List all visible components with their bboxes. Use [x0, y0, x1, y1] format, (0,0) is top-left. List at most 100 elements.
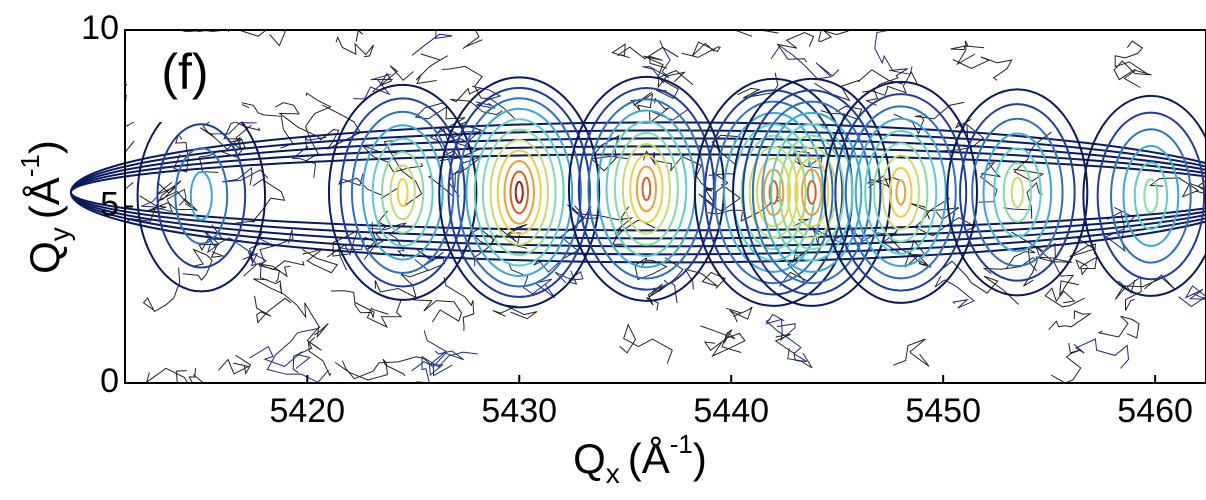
peak [136, 99, 267, 293]
contour-ring [946, 88, 1089, 297]
noise-contour [353, 73, 393, 100]
y-label-unit: (Å [21, 177, 68, 219]
noise-contour [330, 290, 375, 320]
noise-contour [940, 118, 985, 152]
contour-ring [389, 164, 416, 221]
contour-ring [748, 145, 799, 239]
noise-contour [223, 121, 261, 151]
noise-contour [935, 260, 1019, 305]
contour-ring [174, 147, 229, 245]
contour-ring [327, 83, 478, 301]
peak [567, 75, 725, 302]
contour-ring [629, 154, 664, 224]
noise-contour [242, 229, 294, 267]
contour-ring [350, 110, 455, 275]
noise-contour [142, 267, 181, 313]
noise-contour [372, 65, 414, 93]
noise-contour [1005, 247, 1038, 272]
x-label-sup: -1 [670, 429, 693, 459]
noise-contour [934, 275, 975, 309]
y-label-sup: -1 [15, 154, 45, 177]
contour-ring [1122, 144, 1180, 247]
noise-contour [643, 55, 694, 86]
contour-ring [761, 111, 863, 273]
noise-contour [292, 341, 332, 377]
contour-ring [465, 107, 574, 278]
x-tick-label: 5430 [481, 392, 557, 430]
contour-ring [742, 89, 882, 296]
noise-contour [217, 354, 252, 375]
peak [327, 83, 478, 301]
noise-contour [306, 322, 329, 351]
noise-contour [266, 328, 329, 383]
x-tick-label: 5440 [693, 392, 769, 430]
noise-contour [182, 248, 213, 281]
noise-contour [443, 276, 475, 331]
y-axis-label: Qy (Å-1) [15, 140, 76, 274]
noise-contour [203, 230, 267, 267]
noise-contour [124, 182, 134, 210]
contour-ring [751, 100, 872, 285]
y-label-close: ) [21, 140, 68, 154]
contour-ring [156, 123, 247, 269]
contour-ring [959, 103, 1076, 282]
noise-contour [1051, 343, 1082, 384]
noise-contour [1044, 287, 1085, 308]
contour-ring [189, 171, 213, 221]
noise-contour [351, 29, 366, 42]
noise-contour [862, 70, 918, 96]
noise-contour [383, 139, 423, 207]
noise-contour [885, 226, 927, 256]
noise-contour [335, 35, 374, 58]
noise-contour [1075, 256, 1098, 276]
noise-contour [249, 345, 311, 369]
contour-ring [778, 134, 845, 251]
noise-contour [803, 29, 849, 43]
contour-ring [489, 139, 549, 246]
contour-ring [481, 128, 557, 257]
x-tick-label: 5420 [269, 392, 345, 430]
noise-contour [432, 350, 464, 377]
noise-contour [950, 40, 985, 66]
noise-contour [304, 92, 332, 162]
noise-contour [611, 43, 679, 60]
noise-contour [700, 325, 742, 353]
contour-ring [1096, 111, 1206, 281]
noise-contour [554, 270, 584, 285]
noise-contour [1113, 60, 1152, 88]
contour-ring [361, 124, 444, 261]
noise-contour [455, 29, 483, 50]
contour-ring [496, 149, 542, 236]
noise-contour [913, 197, 977, 237]
noise-contour [865, 68, 908, 106]
contour-ring [396, 177, 409, 207]
noise-contour [893, 338, 930, 367]
noise-contour [1114, 274, 1176, 300]
contour-ring [770, 123, 854, 262]
x-axis-label: Qx (Å-1) [573, 429, 707, 490]
plot-area [70, 29, 1206, 384]
contour-ring [834, 93, 968, 292]
band-contour [70, 153, 1206, 232]
contour-ring [605, 120, 688, 258]
contour-ring [447, 86, 591, 298]
contour-ring [703, 89, 844, 296]
noise-contour [416, 351, 478, 384]
contour-ring [723, 111, 825, 273]
contour-ring [1143, 178, 1159, 214]
x-tick-label: 5460 [1117, 392, 1193, 430]
noise-contour [411, 330, 447, 377]
contour-ring [438, 76, 601, 309]
noise-contour [708, 134, 741, 176]
noise-contour [893, 101, 965, 136]
noise-contour [222, 167, 269, 186]
contour-ring [854, 117, 947, 268]
contour-ring [456, 97, 582, 288]
noise-contour [253, 278, 321, 329]
contour-ring [993, 147, 1042, 238]
noise-contour [301, 248, 339, 274]
noise-contour [254, 295, 292, 324]
x-tick-label: 5450 [905, 392, 981, 430]
noise-contour [139, 195, 198, 212]
